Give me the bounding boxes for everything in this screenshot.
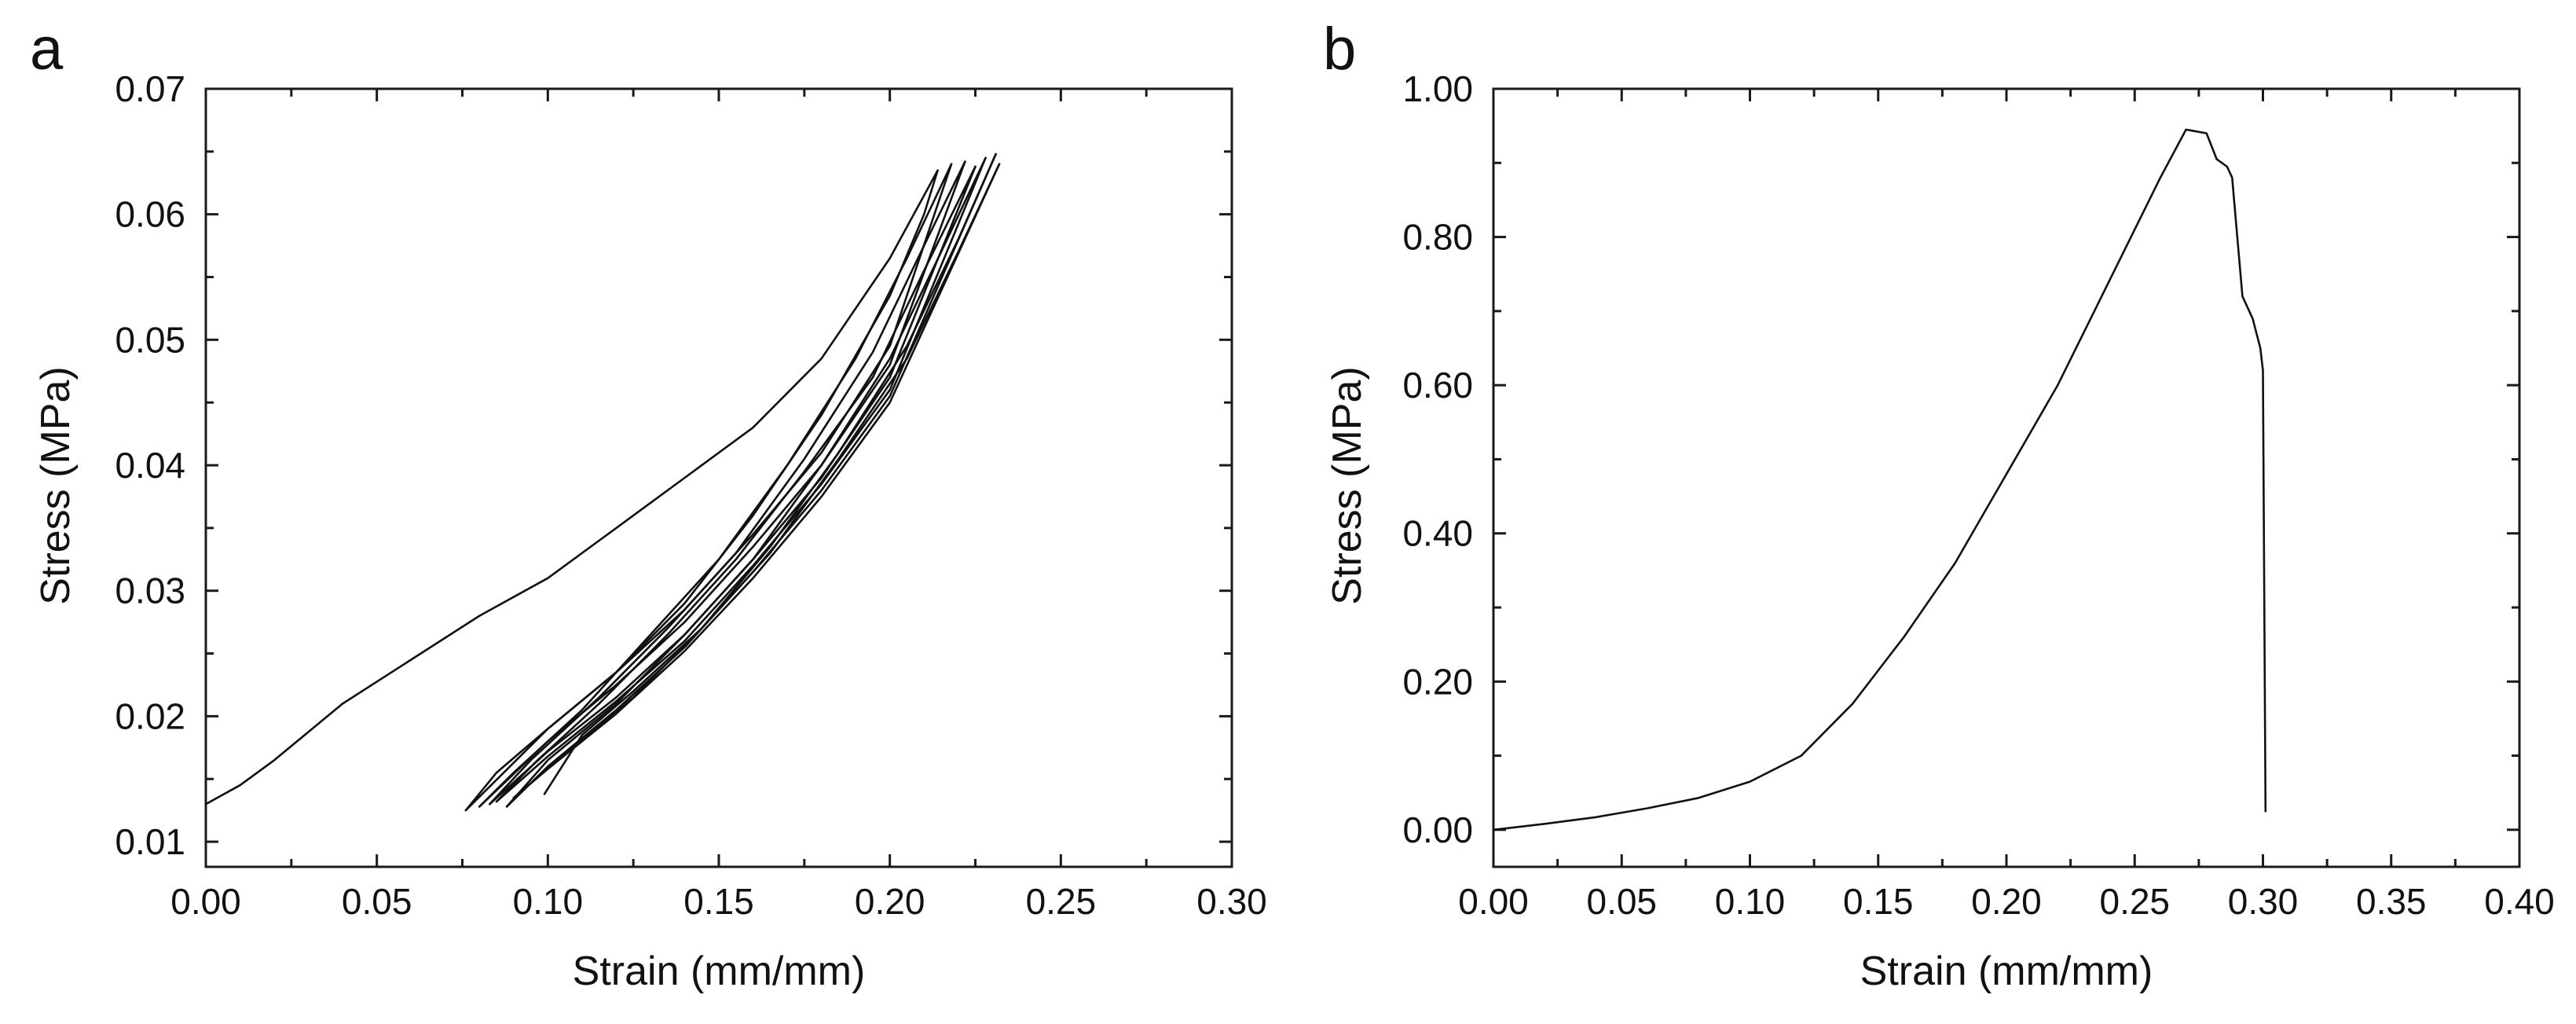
series-line-2 bbox=[464, 169, 939, 812]
y-tick-label: 0.07 bbox=[115, 68, 185, 109]
panel-a-x-axis-label: Strain (mm/mm) bbox=[573, 949, 866, 994]
series-line-7 bbox=[488, 165, 977, 806]
y-tick-label: 0.60 bbox=[1402, 365, 1473, 406]
panel-b-y-axis-label: Stress (MPa) bbox=[1325, 366, 1370, 604]
y-tick-label: 0.40 bbox=[1402, 513, 1473, 554]
panel-a-y-axis-label: Stress (MPa) bbox=[33, 366, 79, 604]
panel-b-y-tick-labels: 0.00 0.20 0.40 0.60 0.80 1.00 bbox=[1402, 68, 1473, 850]
x-tick-label: 0.05 bbox=[342, 881, 412, 922]
panel-b-ticks bbox=[1492, 87, 2521, 867]
y-tick-label: 0.06 bbox=[115, 194, 185, 235]
series-line-5 bbox=[478, 160, 966, 808]
panel-b-x-tick-labels: 0.00 0.05 0.10 0.15 0.20 0.25 0.30 0.35 0.40 bbox=[1458, 881, 2555, 922]
panel-b: b 0.00 0.05 0.10 0.15 0.20 0.25 0.30 0.35 0.40 0… bbox=[1323, 16, 2555, 994]
panel-b-letter: b bbox=[1323, 16, 1356, 83]
series-line-1 bbox=[204, 169, 939, 806]
y-tick-label: 0.04 bbox=[115, 445, 185, 486]
series-line-8 bbox=[495, 165, 977, 803]
x-tick-label: 0.00 bbox=[170, 881, 241, 922]
x-tick-label: 0.10 bbox=[1715, 881, 1786, 922]
series-line-6 bbox=[488, 160, 966, 806]
y-tick-label: 0.03 bbox=[115, 571, 185, 611]
panel-a-x-tick-labels: 0.00 0.05 0.10 0.15 0.20 0.25 0.30 bbox=[170, 881, 1267, 922]
y-tick-label: 0.20 bbox=[1402, 661, 1473, 702]
panel-b-curves bbox=[1492, 128, 2267, 831]
x-tick-label: 0.30 bbox=[2228, 881, 2299, 922]
panel-a-plot-frame bbox=[204, 87, 1233, 868]
series-line-3 bbox=[464, 163, 953, 812]
x-tick-label: 0.00 bbox=[1458, 881, 1529, 922]
x-tick-label: 0.40 bbox=[2484, 881, 2555, 922]
panel-a-y-tick-labels: 0.01 0.02 0.03 0.04 0.05 0.06 0.07 bbox=[115, 68, 185, 862]
x-tick-label: 0.15 bbox=[1843, 881, 1914, 922]
panel-b-x-axis-label: Strain (mm/mm) bbox=[1860, 949, 2153, 994]
y-tick-label: 0.02 bbox=[115, 696, 185, 736]
y-tick-label: 0.00 bbox=[1402, 809, 1473, 850]
panel-a-letter: a bbox=[30, 16, 64, 83]
x-tick-label: 0.25 bbox=[2099, 881, 2170, 922]
series-line-10 bbox=[505, 156, 987, 808]
x-tick-label: 0.30 bbox=[1196, 881, 1267, 922]
panel-a: a 0.00 0.05 0.10 0.15 0.20 0.25 0.30 0.010.020… bbox=[30, 16, 1267, 994]
x-tick-label: 0.25 bbox=[1026, 881, 1097, 922]
y-tick-label: 0.05 bbox=[115, 319, 185, 360]
y-tick-label: 0.80 bbox=[1402, 217, 1473, 258]
series-line-12 bbox=[512, 152, 997, 799]
x-tick-label: 0.20 bbox=[855, 881, 925, 922]
x-tick-label: 0.05 bbox=[1586, 881, 1657, 922]
x-tick-label: 0.35 bbox=[2356, 881, 2427, 922]
x-tick-label: 0.20 bbox=[1971, 881, 2042, 922]
series-line-9 bbox=[495, 156, 987, 803]
y-tick-label: 0.01 bbox=[115, 821, 185, 862]
series-line-4 bbox=[478, 163, 953, 808]
x-tick-label: 0.10 bbox=[513, 881, 584, 922]
panel-b-plot-frame bbox=[1492, 87, 2521, 868]
panel-a-ticks bbox=[204, 87, 1233, 867]
y-tick-label: 1.00 bbox=[1402, 68, 1473, 109]
panel-a-curves bbox=[204, 152, 1001, 812]
series-line-1 bbox=[1492, 128, 2267, 831]
series-line-14 bbox=[543, 163, 1001, 795]
x-tick-label: 0.15 bbox=[683, 881, 754, 922]
series-line-13 bbox=[512, 163, 1001, 799]
